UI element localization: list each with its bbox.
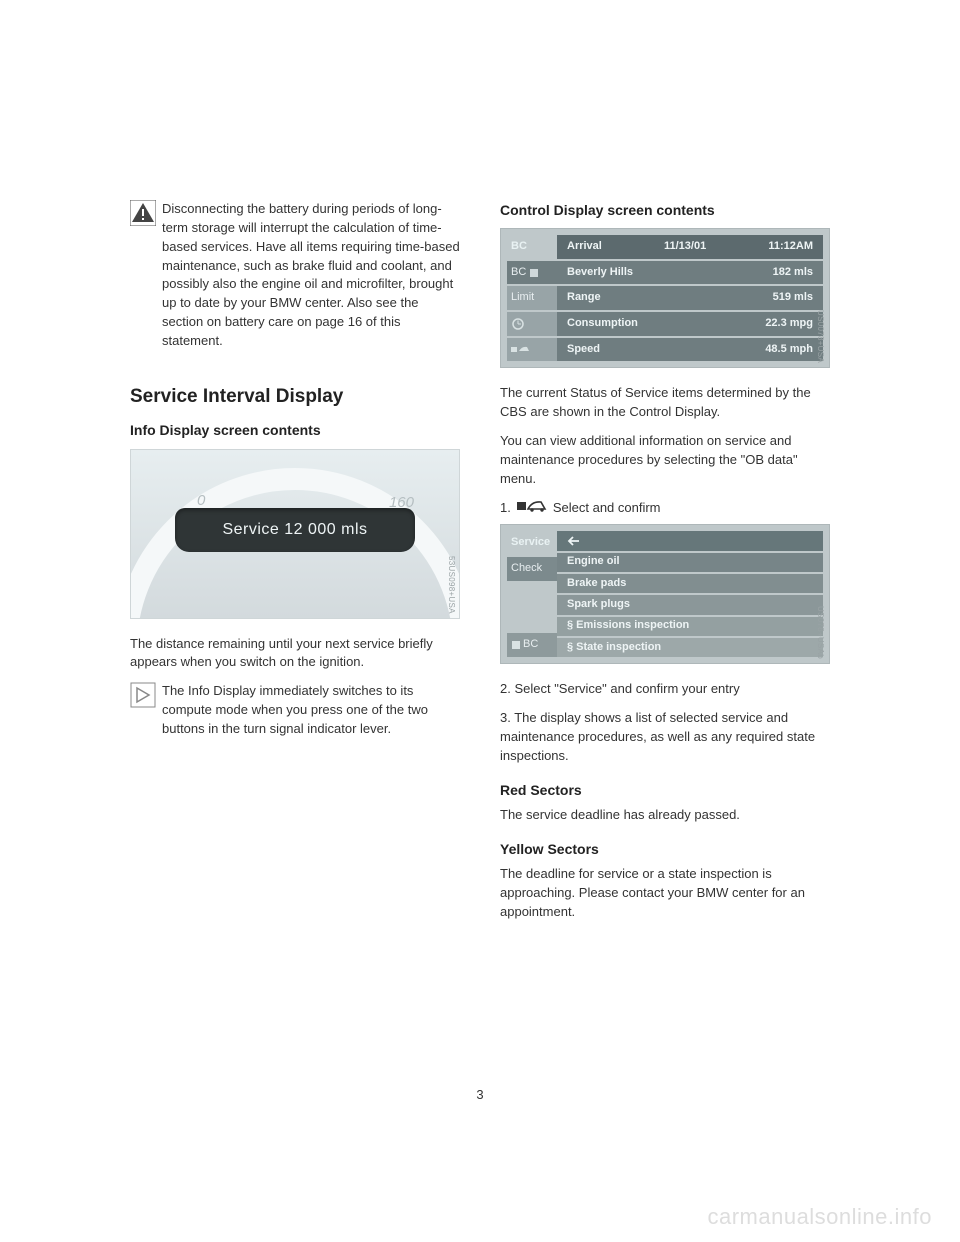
service-row: Engine oil bbox=[557, 553, 823, 572]
yellow-sectors-heading: Yellow Sectors bbox=[500, 839, 830, 859]
tip-icon bbox=[130, 682, 156, 708]
info-display-figure: 0 160 Service 12 000 mls 53US098+USA bbox=[130, 449, 460, 619]
bc-row-value: 48.5 mph bbox=[765, 342, 813, 358]
bc-side-item: BC bbox=[507, 235, 557, 259]
bc-header-row: Arrival 11/13/01 11:12AM bbox=[557, 235, 823, 259]
service-row: Spark plugs bbox=[557, 595, 823, 614]
service-side-bc: BC bbox=[507, 633, 557, 657]
bc-sidebar: BC BC Limit bbox=[507, 235, 557, 361]
gauge-window-text: Service 12 000 mls bbox=[175, 508, 415, 552]
figure-id: US078+USAb bbox=[814, 606, 826, 659]
bc-row: Range 519 mls bbox=[557, 286, 823, 310]
step-1-text: Select and confirm bbox=[553, 499, 661, 518]
bc-row-label: Consumption bbox=[567, 316, 638, 332]
step-2: 2. Select "Service" and confirm your ent… bbox=[500, 680, 830, 699]
warning-text: Disconnecting the battery during periods… bbox=[162, 200, 460, 351]
service-display-figure: Service Check BC Engine oil Brake pads S… bbox=[500, 524, 830, 664]
bc-side-item: Limit bbox=[507, 286, 557, 310]
bc-row: Beverly Hills 182 mls bbox=[557, 261, 823, 285]
paragraph-ob-data: You can view additional information on s… bbox=[500, 432, 830, 489]
service-back-row bbox=[557, 531, 823, 550]
figure-id: US0078+USA bbox=[814, 310, 826, 363]
control-display-figure: BC BC Limit Arrival 11/13/01 11:12AM bbox=[500, 228, 830, 368]
bc-main: Arrival 11/13/01 11:12AM Beverly Hills 1… bbox=[557, 235, 823, 361]
red-sectors-text: The service deadline has already passed. bbox=[500, 806, 830, 825]
left-column: Disconnecting the battery during periods… bbox=[130, 200, 460, 932]
bc-row: Speed 48.5 mph bbox=[557, 338, 823, 362]
service-row: Brake pads bbox=[557, 574, 823, 593]
bc-row-label: Range bbox=[567, 290, 601, 306]
bc-side-item: BC bbox=[507, 261, 557, 285]
bc-side-car-icon bbox=[507, 338, 557, 362]
figure-id: 53US098+USA bbox=[445, 556, 457, 614]
bc-row-value: 519 mls bbox=[773, 290, 813, 306]
bc-row-value: 22.3 mpg bbox=[765, 316, 813, 332]
info-display-heading: Info Display screen contents bbox=[130, 420, 460, 440]
tip-note: The Info Display immediately switches to… bbox=[130, 682, 460, 749]
section-heading: Service Interval Display bbox=[130, 383, 460, 411]
paragraph-after-gauge: The distance remaining until your next s… bbox=[130, 635, 460, 673]
red-sectors-heading: Red Sectors bbox=[500, 780, 830, 800]
service-row: § Emissions inspection bbox=[557, 617, 823, 636]
screen-car-icon bbox=[517, 499, 547, 519]
page-number: 3 bbox=[476, 1087, 483, 1102]
service-side-top: Service bbox=[507, 531, 557, 555]
page-content: Disconnecting the battery during periods… bbox=[0, 0, 960, 992]
step-3: 3. The display shows a list of selected … bbox=[500, 709, 830, 766]
bc-side-clock-icon bbox=[507, 312, 557, 336]
bc-row-value: 182 mls bbox=[773, 265, 813, 281]
bc-header-label: Arrival bbox=[567, 239, 602, 255]
yellow-sectors-text: The deadline for service or a state insp… bbox=[500, 865, 830, 922]
right-column: Control Display screen contents BC BC Li… bbox=[500, 200, 830, 932]
bc-header-date: 11/13/01 bbox=[664, 239, 706, 255]
step-1: 1. Select and confirm bbox=[500, 499, 830, 519]
tip-text: The Info Display immediately switches to… bbox=[162, 682, 460, 739]
service-row: § State inspection bbox=[557, 638, 823, 657]
control-display-heading: Control Display screen contents bbox=[500, 200, 830, 220]
paragraph-cbs: The current Status of Service items dete… bbox=[500, 384, 830, 422]
watermark: carmanualsonline.info bbox=[707, 1204, 932, 1230]
service-main: Engine oil Brake pads Spark plugs § Emis… bbox=[557, 531, 823, 657]
bc-row-label: Speed bbox=[567, 342, 600, 358]
back-arrow-icon bbox=[567, 535, 581, 547]
service-side-check: Check bbox=[507, 557, 557, 581]
warning-icon bbox=[130, 200, 156, 226]
step-1-number: 1. bbox=[500, 499, 511, 518]
warning-note: Disconnecting the battery during periods… bbox=[130, 200, 460, 361]
bc-header-time: 11:12AM bbox=[768, 239, 813, 255]
bc-row-label: Beverly Hills bbox=[567, 265, 633, 281]
service-sidebar: Service Check BC bbox=[507, 531, 557, 657]
bc-row: Consumption 22.3 mpg bbox=[557, 312, 823, 336]
